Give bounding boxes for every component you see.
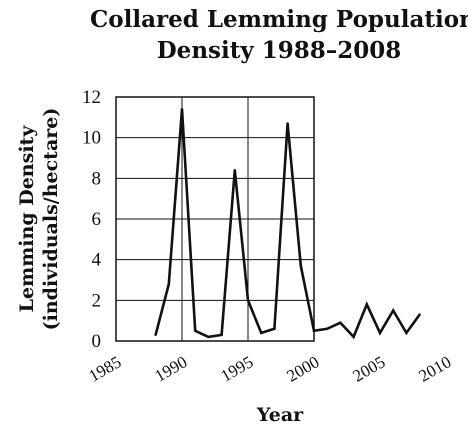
data-point-1991 [194,329,197,333]
y-tick-label-0: 0 [92,331,102,352]
data-point-1996 [260,331,263,335]
chart-title-line-2: Density 1988–2008 [156,37,402,64]
x-tick-label-0: 1985 [86,352,125,385]
data-point-2002 [339,321,342,324]
y-tick-label-2: 4 [92,250,102,271]
data-point-2005 [378,331,382,335]
x-tick-label-1: 1990 [152,352,191,385]
x-tick-label-5: 2010 [416,352,455,385]
grid-lines [116,97,314,341]
data-point-1994 [233,169,236,172]
y-tick-labels: 0 2 4 6 8 10 12 [82,87,102,352]
y-tick-label-6: 12 [82,87,101,108]
data-point-2006 [392,309,395,312]
data-point-1989 [167,282,170,286]
data-point-2004 [365,303,368,306]
series-layer [154,108,421,340]
data-point-1999 [299,264,302,267]
y-tick-label-1: 2 [92,290,102,311]
y-axis-label-line-1: Lemming Density [16,125,38,313]
data-point-2003 [352,335,355,339]
x-tick-label-3: 2000 [284,352,323,385]
data-point-1998 [286,122,289,125]
data-point-2001 [326,327,329,330]
data-point-2007 [405,331,408,335]
x-tick-label-4: 2005 [350,352,389,385]
data-point-1995 [246,299,250,302]
chart-title: Collared Lemming Population Density 1988… [90,4,468,66]
x-axis-label: Year [256,404,304,426]
y-tick-label-4: 8 [92,168,102,189]
y-axis-label-line-2: (individuals/hectare) [40,108,62,331]
series-line-0 [154,109,421,340]
data-point-1993 [220,333,223,337]
y-tick-label-5: 10 [82,128,101,149]
y-axis-label: Lemming Density (individuals/hectare) [16,108,62,331]
data-point-2008 [418,313,421,316]
y-tick-label-3: 6 [92,209,102,230]
x-tick-label-2: 1995 [218,352,257,385]
data-point-1988 [154,333,157,337]
chart-title-line-1: Collared Lemming Population [90,6,468,33]
data-point-1990 [180,108,184,111]
data-point-2000 [312,329,316,333]
x-tick-labels: 1985 1990 1995 2000 2005 2010 [86,352,455,385]
data-point-1992 [207,335,210,339]
data-point-1997 [273,327,276,330]
plot-frame [115,96,315,342]
